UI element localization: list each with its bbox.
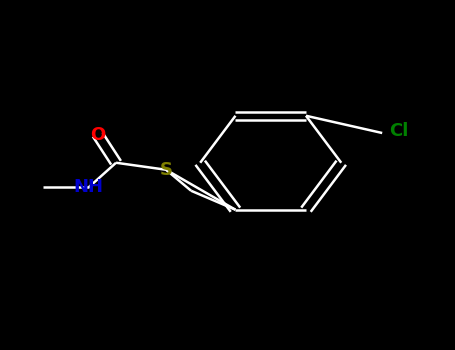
Text: S: S [160, 161, 172, 179]
Text: NH: NH [74, 178, 104, 196]
Text: Cl: Cl [389, 122, 409, 140]
Text: O: O [90, 126, 106, 144]
